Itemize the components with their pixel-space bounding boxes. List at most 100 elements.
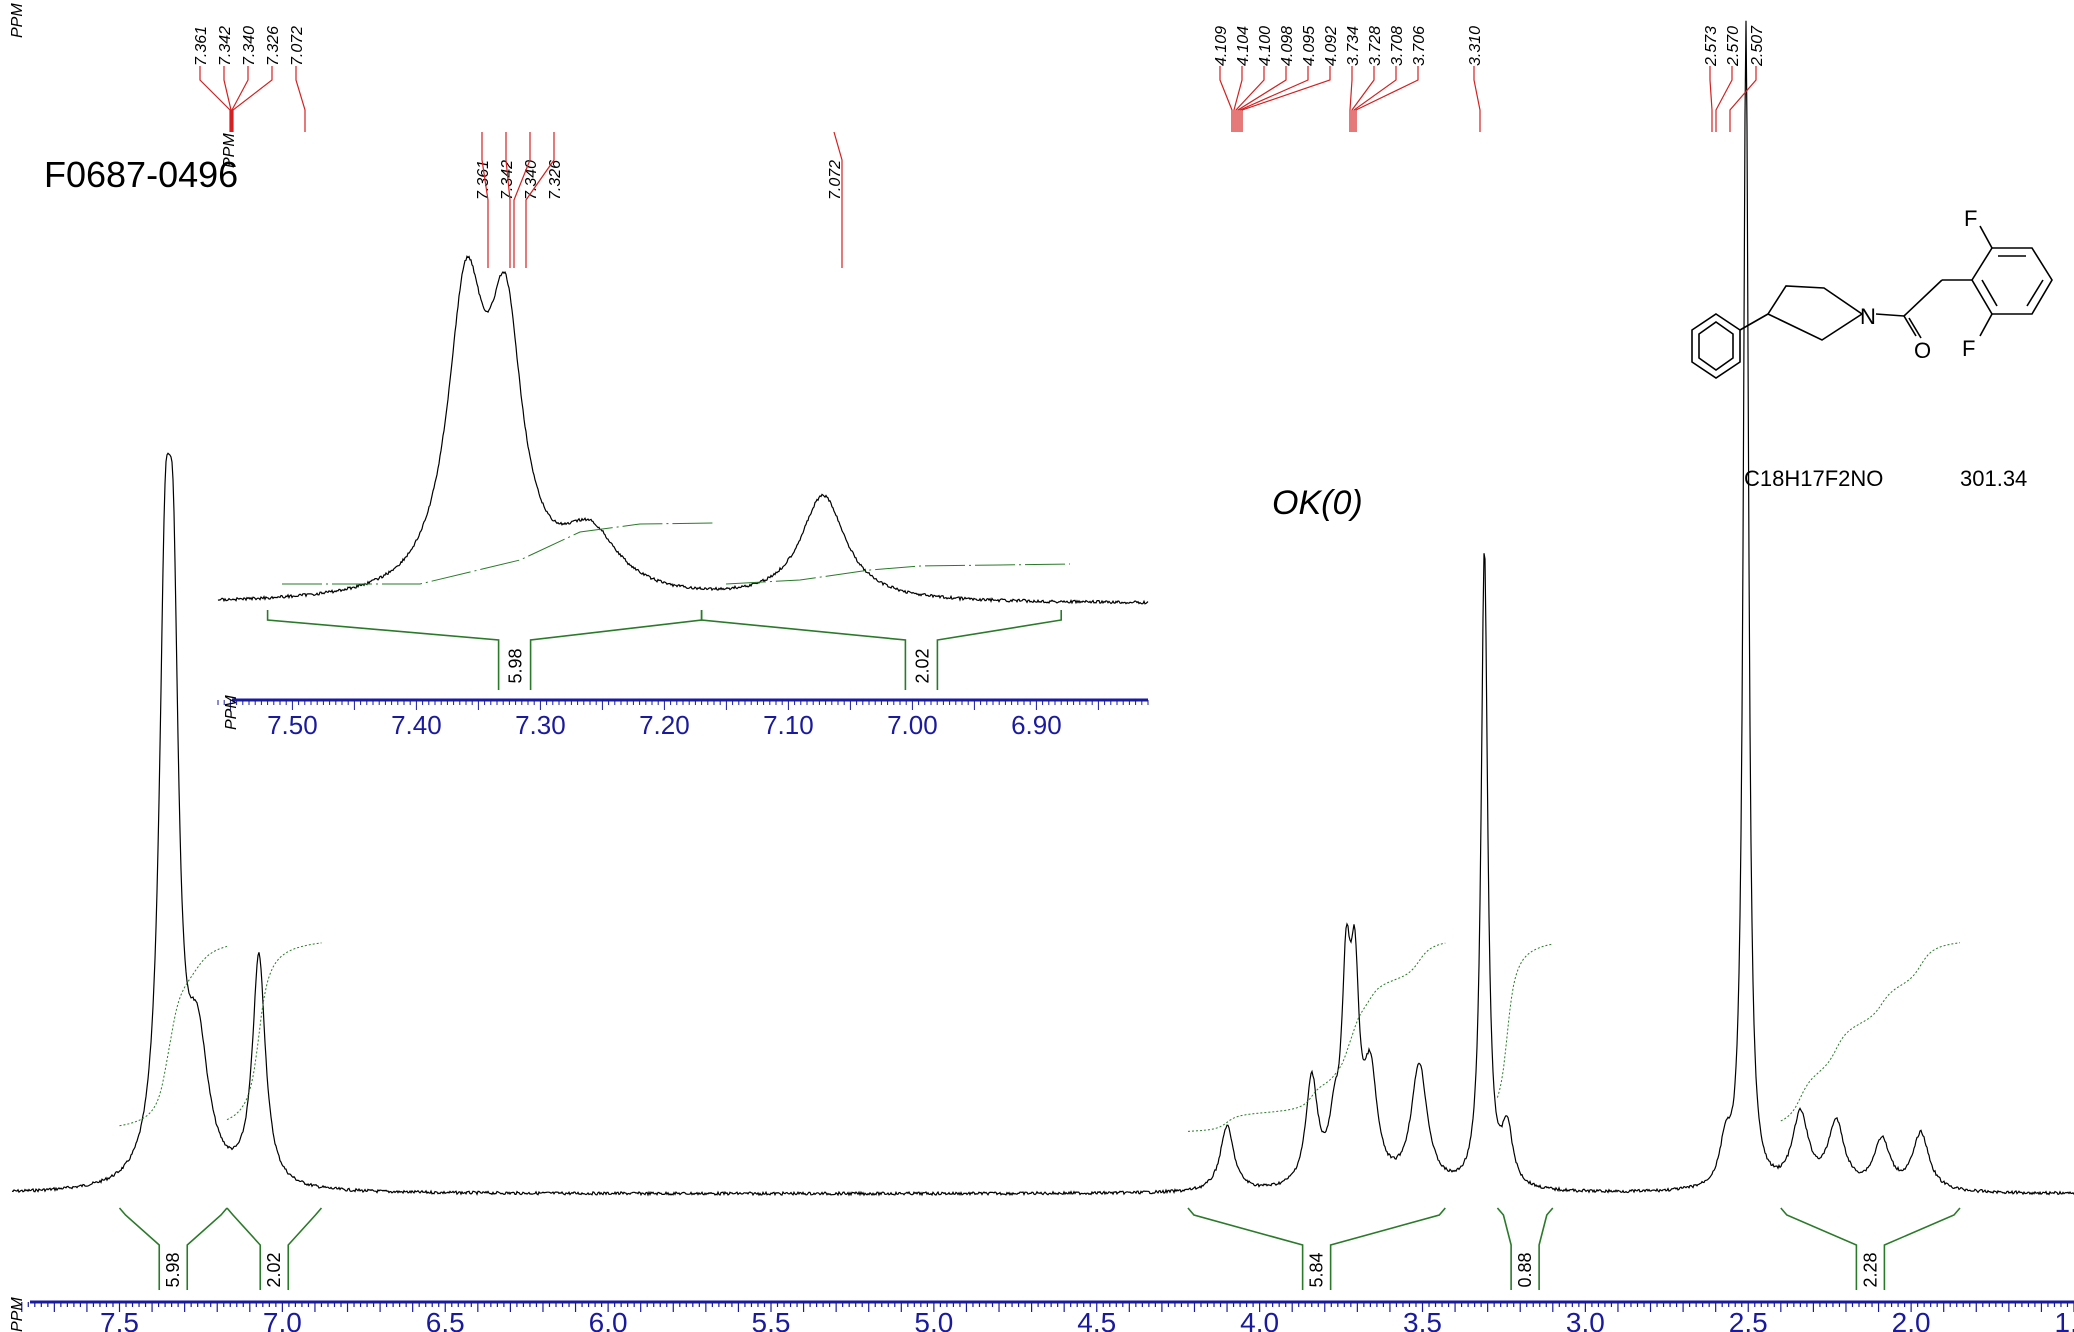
main-tick-label: 3.0 — [1566, 1307, 1605, 1332]
main-peak-labels: 7.361 7.342 7.340 7.326 7.072 4.109 4.104 4.100… — [193, 25, 1766, 132]
molecular-formula: C18H17F2NO — [1744, 466, 1884, 491]
chemical-structure: F F N O — [1691, 206, 2053, 379]
peak-label-leader — [1351, 66, 1375, 132]
integral-value: 2.02 — [264, 1252, 284, 1287]
inset-peak-label: 7.340 — [523, 160, 540, 200]
inset-tick-label: 7.50 — [267, 710, 318, 740]
inset-integral-value: 5.98 — [506, 648, 526, 683]
main-tick-label: 2.0 — [1892, 1307, 1931, 1332]
peak-label-leader — [1353, 66, 1397, 132]
peak-label: 7.340 — [241, 26, 258, 66]
main-integral-curve — [226, 942, 322, 1121]
compound-id: F0687-0496 — [44, 154, 239, 195]
peak-label: 7.326 — [265, 26, 282, 66]
inset-peak-leader — [513, 132, 531, 268]
integral-bracket-left — [226, 1207, 262, 1290]
pyrrolidine-ring — [1766, 285, 1864, 341]
main-tick-label: 5.5 — [752, 1307, 791, 1332]
peak-label-leader — [232, 66, 273, 132]
inset-tick-label: 6.90 — [1011, 710, 1062, 740]
peak-label: 3.310 — [1467, 26, 1484, 66]
integral-bracket-left — [1496, 1207, 1512, 1290]
main-trace-line — [11, 20, 2074, 1197]
inset-peak-label: 7.326 — [547, 160, 564, 200]
peak-label: 4.095 — [1301, 26, 1318, 66]
inset-tick-label: 7.10 — [763, 710, 814, 740]
main-integral-curve — [1187, 942, 1446, 1132]
peak-label: 2.570 — [1725, 26, 1742, 67]
bond — [1903, 315, 1917, 337]
main-ppm-axis: 7.5 7.0 6.5 6.0 5.5 5.0 4.5 4.0 3.5 3.0 2.5 2.0 1.5 P… — [9, 3, 2074, 1332]
peak-label: 3.706 — [1411, 26, 1428, 66]
main-axis-title: PPM — [9, 1297, 26, 1332]
main-tick-label: 2.5 — [1729, 1307, 1768, 1332]
inset-tick-label: 7.30 — [515, 710, 566, 740]
bond — [1739, 313, 1769, 331]
peak-label: 4.100 — [1257, 26, 1274, 66]
main-tick-label: 1.5 — [2055, 1307, 2074, 1332]
peak-label-leader — [1233, 66, 1243, 132]
peak-label: 3.734 — [1345, 26, 1362, 66]
bond — [2026, 279, 2044, 307]
integral-bracket-left — [1187, 1207, 1304, 1290]
peak-label-leader — [1241, 66, 1331, 132]
inset-integral-value: 2.02 — [912, 648, 932, 683]
phenyl-ring-inner — [1698, 321, 1734, 371]
inset-integral-bracket-right — [529, 610, 703, 690]
peak-label-leader — [1349, 66, 1353, 132]
peak-label-leader — [1235, 66, 1265, 132]
inset-tick-label: 7.40 — [391, 710, 442, 740]
main-integral-curves — [119, 942, 1961, 1132]
nitrogen-label: N — [1860, 304, 1876, 329]
bond — [1903, 279, 1943, 317]
inset-integral-bracket-left — [700, 610, 907, 690]
peak-label-leader — [1473, 66, 1481, 132]
inset-axis-title: PPM — [223, 695, 240, 730]
main-top-ppm-label: PPM — [9, 3, 26, 38]
main-tick-label: 4.5 — [1077, 1307, 1116, 1332]
bond — [1875, 313, 1905, 317]
integral-value: 0.88 — [1515, 1252, 1535, 1287]
peak-label: 4.104 — [1235, 26, 1252, 66]
main-spectrum-trace — [11, 20, 2074, 1197]
main-integral-curve — [1780, 942, 1961, 1122]
bond — [1981, 279, 1998, 307]
integral-bracket-right — [1329, 1207, 1446, 1290]
integral-bracket-right — [287, 1207, 323, 1290]
main-tick-label: 5.0 — [914, 1307, 953, 1332]
inset-tick-label: 7.00 — [887, 710, 938, 740]
oxygen-label: O — [1914, 338, 1931, 363]
inset-peak-leader — [833, 131, 843, 268]
peak-label-leader — [1355, 66, 1419, 132]
molecular-weight: 301.34 — [1960, 466, 2028, 491]
peak-label-leader — [1715, 66, 1733, 132]
main-integrals: 5.98 2.02 5.84 0.88 2.28 — [118, 1207, 1961, 1290]
peak-label-leader — [223, 66, 232, 132]
peak-label: 4.109 — [1213, 26, 1230, 66]
inset-peak-leader — [505, 132, 511, 268]
peak-label: 7.072 — [289, 26, 306, 66]
integral-value: 5.98 — [163, 1252, 183, 1287]
status-label: OK(0) — [1272, 484, 1363, 522]
inset-top-ppm-label: PPM — [221, 133, 238, 168]
peak-label-leader — [1239, 66, 1309, 132]
main-tick-label: 6.5 — [426, 1307, 465, 1332]
inset-integral-curve — [282, 522, 717, 585]
peak-label: 7.361 — [193, 26, 210, 66]
peak-label: 2.573 — [1703, 26, 1720, 67]
bond — [1908, 317, 1922, 339]
inset-spectrum: 5.98 2.02 7.50 7.40 7.30 7.20 7.10 7.00 6.90 PPM P… — [217, 131, 1149, 740]
bond — [1979, 225, 1993, 249]
main-tick-label: 7.0 — [263, 1307, 302, 1332]
inset-peak-leader — [525, 132, 555, 268]
peak-label: 7.342 — [217, 26, 234, 66]
inset-tick-label: 7.20 — [639, 710, 690, 740]
peak-label-leader — [1237, 66, 1287, 132]
main-tick-label: 3.5 — [1403, 1307, 1442, 1332]
integral-bracket-left — [1780, 1207, 1858, 1290]
inset-integral-curve — [725, 563, 1071, 585]
inset-integral-bracket-left — [266, 610, 500, 690]
difluorophenyl-ring — [1971, 247, 2053, 315]
peak-label-leader — [295, 66, 306, 132]
